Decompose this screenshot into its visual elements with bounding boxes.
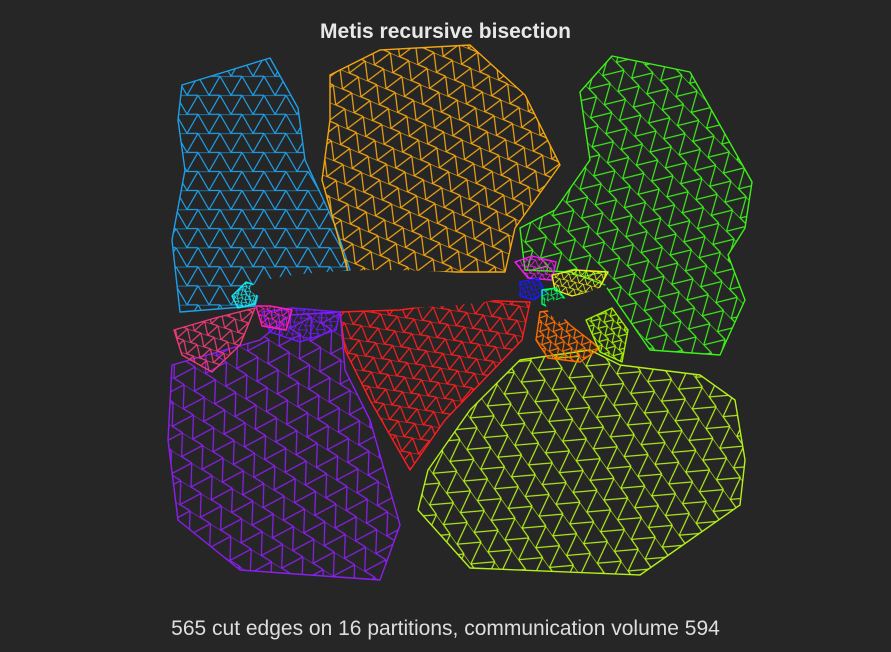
partition-hotpink bbox=[255, 305, 293, 331]
partition-pink bbox=[173, 307, 256, 373]
flap-airfoil bbox=[545, 282, 612, 322]
partition-regions bbox=[167, 44, 753, 581]
main-airfoil bbox=[250, 270, 520, 308]
partition-magenta bbox=[514, 255, 557, 281]
figure-title: Metis recursive bisection bbox=[320, 20, 571, 43]
figure-caption: 565 cut edges on 16 partitions, communic… bbox=[171, 617, 720, 640]
partition-lime bbox=[585, 307, 629, 363]
partition-green bbox=[519, 55, 753, 356]
partition-deepblue bbox=[519, 277, 546, 301]
partition-yellowgreen bbox=[417, 349, 746, 576]
partition-orange bbox=[321, 44, 561, 273]
